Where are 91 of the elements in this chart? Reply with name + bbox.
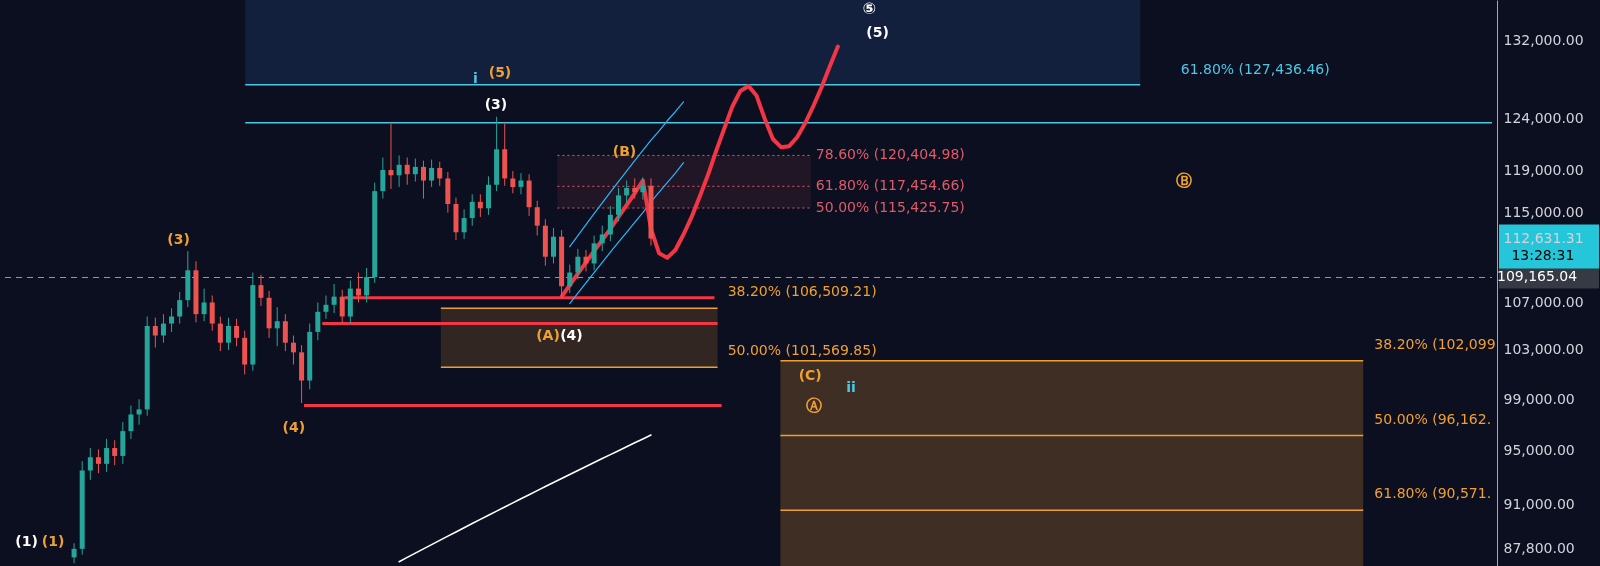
candlestick [234, 318, 240, 347]
candlestick [534, 200, 540, 237]
candlestick [429, 159, 435, 188]
candlestick [404, 157, 410, 186]
candlestick [136, 398, 142, 426]
candlestick [477, 193, 483, 218]
candlestick [128, 405, 134, 440]
annotation: i [473, 69, 478, 86]
y-tick-label: 119,000.00 [1503, 161, 1584, 178]
annotation: (3) [484, 96, 508, 113]
y-tick-label: 115,000.00 [1503, 204, 1584, 221]
ref-line-label: 38.20% (106,509.21) [727, 283, 877, 300]
annotation: (4) [282, 418, 306, 435]
candlestick [388, 123, 394, 190]
y-tick-label: 107,000.00 [1503, 293, 1584, 310]
candlestick [169, 307, 175, 333]
candlestick [615, 187, 621, 222]
candlestick [599, 225, 605, 252]
candlestick [510, 170, 516, 194]
candlestick [518, 172, 524, 195]
candlestick [364, 267, 370, 303]
annotation: Ⓐ [806, 396, 823, 416]
candlestick [396, 154, 402, 188]
ref-line-label: 38.20% (102,099 [1374, 335, 1496, 352]
line-series [569, 162, 685, 305]
candlestick [201, 288, 207, 322]
candlestick [624, 180, 630, 204]
line-series [398, 434, 652, 563]
candlestick [225, 317, 231, 351]
candlestick [282, 313, 288, 352]
candlestick [331, 283, 337, 314]
candlestick [95, 448, 101, 474]
candlestick [461, 208, 467, 240]
annotation: (C) [798, 366, 822, 383]
y-tick-label: 112,631.31 [1503, 230, 1584, 247]
candlestick [380, 157, 386, 200]
candlestick [258, 274, 264, 307]
y-tick-label: 91,000.00 [1503, 495, 1575, 512]
candlestick [412, 158, 418, 183]
candlestick [640, 176, 646, 201]
line-series [569, 101, 685, 248]
annotation: (5) [488, 64, 512, 81]
candlestick [591, 235, 597, 271]
annotation: Ⓑ [1175, 170, 1192, 190]
candlestick [607, 205, 613, 242]
candlestick [420, 160, 426, 200]
annotation: (1) [15, 532, 38, 549]
candlestick [290, 334, 296, 366]
text: 13:28:31 [1511, 247, 1575, 264]
candlestick [112, 439, 118, 466]
candlestick [209, 294, 215, 332]
ref-line-label: 109,165.04 [1497, 268, 1578, 285]
candlestick [323, 294, 329, 320]
annotation: ⑤ [862, 0, 877, 19]
candlestick [437, 161, 443, 187]
annotation: ii [846, 378, 856, 395]
y-tick-label: 87,800.00 [1503, 540, 1575, 557]
y-tick-label: 95,000.00 [1503, 442, 1575, 459]
candlestick [315, 301, 321, 341]
candlestick [632, 177, 638, 200]
candlestick [339, 289, 345, 325]
candlestick [567, 264, 573, 294]
annotation: (5) [866, 23, 889, 40]
y-tick-label: 124,000.00 [1503, 110, 1584, 127]
annotation: (A) [536, 326, 560, 343]
ref-line-label: 50.00% (115,425.75) [815, 199, 965, 216]
candlestick [104, 438, 110, 473]
annotation: (3) [167, 230, 190, 247]
candlestick [152, 317, 158, 349]
y-tick-label: 103,000.00 [1503, 341, 1584, 358]
annotation: (B) [612, 143, 637, 160]
y-tick-label: 99,000.00 [1503, 390, 1575, 407]
candlestick [550, 227, 556, 264]
y-tick-label: 132,000.00 [1503, 32, 1584, 49]
ref-line-label: 61.80% (127,436.46) [1180, 60, 1330, 77]
candlestick [575, 248, 581, 280]
annotation: (1) [41, 532, 65, 549]
ref-line-label: 50.00% (101,569.85) [727, 342, 877, 359]
ref-line-label: 78.60% (120,404.98) [815, 146, 965, 163]
candlestick [217, 316, 223, 352]
ref-line-label: 50.00% (96,162. [1374, 410, 1492, 427]
ref-line-label: 61.80% (90,571. [1374, 485, 1492, 502]
candlestick [71, 542, 77, 564]
candlestick [274, 306, 280, 347]
candlestick [485, 175, 491, 216]
candlestick [160, 313, 166, 344]
candlestick [177, 291, 183, 325]
candlestick [87, 447, 93, 481]
candlestick [469, 193, 475, 227]
ref-line-label: 61.80% (117,454.66) [815, 177, 965, 194]
annotation: (4) [560, 326, 583, 343]
